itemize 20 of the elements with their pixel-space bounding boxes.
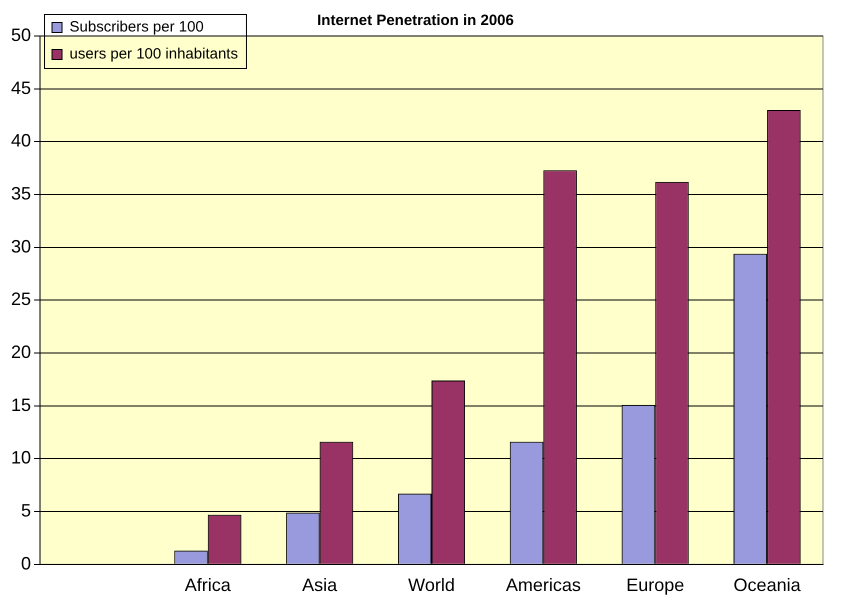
y-tick-label: 30 — [10, 236, 32, 256]
x-tick-label: World — [408, 575, 455, 596]
y-tick-label: 45 — [10, 78, 32, 98]
x-tick-label: Oceania — [734, 575, 802, 596]
y-tick-label: 50 — [10, 24, 32, 45]
x-tick-label: Americas — [506, 575, 581, 596]
y-tick-label: 0 — [21, 553, 32, 574]
legend-label: Subscribers per 100 — [70, 18, 204, 36]
x-tick-label: Asia — [302, 575, 338, 596]
y-tick-label: 35 — [10, 183, 32, 204]
y-tick-label: 25 — [10, 289, 32, 310]
y-tick-label: 5 — [21, 500, 32, 521]
y-tick-label: 10 — [10, 448, 32, 468]
x-tick-label: Europe — [626, 575, 684, 596]
x-tick-label: Africa — [184, 575, 232, 596]
legend-label: users per 100 inhabitants — [70, 46, 238, 63]
y-tick-label: 20 — [10, 342, 32, 362]
y-tick-label: 15 — [10, 394, 32, 415]
y-tick-label: 40 — [10, 130, 32, 151]
chart-title: Internet Penetration in 2006 — [317, 12, 514, 30]
